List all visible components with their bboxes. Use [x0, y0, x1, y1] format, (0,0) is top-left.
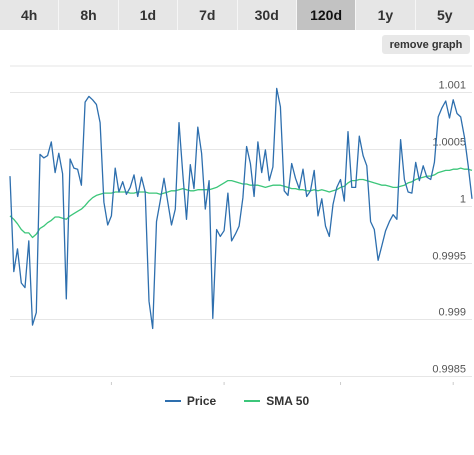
legend-label-sma: SMA 50: [266, 394, 310, 408]
tab-8h[interactable]: 8h: [59, 0, 119, 30]
price-chart: 0.9985 0.999 0.9995 1 1.0005 1.001 Sep '25Oct…: [9, 65, 473, 385]
series-lines: [9, 87, 473, 330]
y-tick-label: 1.001: [438, 80, 466, 92]
sma-50-line: [9, 167, 473, 239]
remove-graph-button[interactable]: remove graph: [382, 35, 470, 54]
legend-label-price: Price: [186, 394, 217, 408]
tab-120d[interactable]: 120d: [296, 0, 357, 30]
y-tick-label: 1.0005: [432, 137, 466, 149]
legend: Price SMA 50: [0, 391, 474, 411]
y-tick-label: 0.999: [438, 307, 466, 319]
tab-1y[interactable]: 1y: [356, 0, 416, 30]
y-tick-label: 0.9985: [432, 364, 466, 376]
tab-7d[interactable]: 7d: [178, 0, 238, 30]
tab-1d[interactable]: 1d: [118, 0, 179, 30]
tab-5y[interactable]: 5y: [415, 0, 474, 30]
tab-4h[interactable]: 4h: [0, 0, 60, 30]
price-line: [9, 87, 473, 330]
y-tick-label: 1: [460, 194, 466, 206]
range-tabs: 4h 8h 1d 7d 30d 120d 1y 5y: [0, 0, 474, 30]
legend-item-price[interactable]: Price: [164, 394, 217, 408]
y-axis-labels: 0.9985 0.999 0.9995 1 1.0005 1.001: [432, 80, 466, 376]
legend-item-sma[interactable]: SMA 50: [244, 394, 309, 408]
y-tick-label: 0.9995: [432, 251, 466, 263]
grid-lines: [10, 65, 472, 377]
tab-30d[interactable]: 30d: [237, 0, 297, 30]
sma-legend-swatch: [244, 400, 261, 402]
price-legend-swatch: [164, 400, 181, 402]
x-axis-labels: Sep '25Oct '25Nov '25Dec '25: [110, 382, 454, 385]
